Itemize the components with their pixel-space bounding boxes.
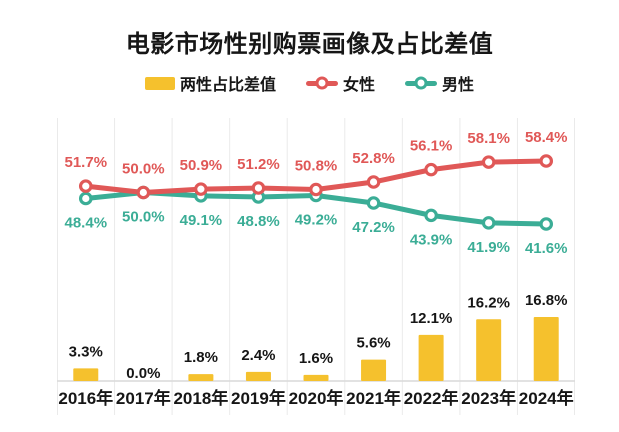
legend-item-male: 男性 xyxy=(405,71,474,95)
男性-value-label: 41.6% xyxy=(525,240,568,257)
女性-marker xyxy=(539,154,554,168)
bar-value-label: 2.4% xyxy=(241,347,275,364)
chart-legend: 两性占比差值 女性 男性 xyxy=(0,72,619,94)
女性-marker xyxy=(481,155,496,169)
bar-value-label: 16.8% xyxy=(525,292,568,309)
legend-label-female: 女性 xyxy=(342,77,375,94)
female-dot-icon xyxy=(315,76,329,90)
男性-value-label: 47.2% xyxy=(352,219,395,236)
bar-2018年 xyxy=(188,374,214,381)
legend-item-female: 女性 xyxy=(305,71,375,95)
女性-marker xyxy=(136,185,151,200)
legend-label-gap: 两性占比差值 xyxy=(179,77,276,94)
bar-2022年 xyxy=(418,334,444,381)
x-axis-label: 2016年 xyxy=(58,388,113,408)
女性-value-label: 50.9% xyxy=(180,157,223,174)
女性-marker xyxy=(194,182,208,196)
x-axis-label: 2017年 xyxy=(116,388,171,408)
男性-value-label: 50.0% xyxy=(122,209,165,226)
bar-value-label: 1.8% xyxy=(184,349,218,366)
男性-marker xyxy=(366,196,381,210)
男性-marker xyxy=(539,217,554,231)
男性-value-label: 41.9% xyxy=(467,239,510,256)
male-dot-icon xyxy=(414,76,428,90)
女性-marker xyxy=(366,175,381,189)
女性-marker xyxy=(251,181,266,195)
x-axis-label: 2022年 xyxy=(404,388,459,408)
bar-2021年 xyxy=(361,359,387,381)
x-axis-label: 2018年 xyxy=(173,388,228,408)
legend-item-gap: 两性占比差值 xyxy=(144,71,276,95)
bar-value-label: 0.0% xyxy=(126,365,160,382)
bar-2016年 xyxy=(73,368,99,381)
女性-value-label: 56.1% xyxy=(410,138,453,155)
plot-area: 3.3% 0.0% 1.8% 2.4% 1.6% 5.6% 12.1% 16.2% 16.8% 5… xyxy=(57,118,575,415)
女性-value-label: 58.4% xyxy=(525,129,568,146)
bar-2023年 xyxy=(476,319,502,381)
male-line-marker-icon xyxy=(405,76,437,90)
chart-title: 电影市场性别购票画像及占比差值 xyxy=(125,31,494,58)
bar-2019年 xyxy=(245,371,271,381)
男性-value-label: 48.8% xyxy=(237,213,280,230)
男性-marker xyxy=(424,208,438,223)
bar-2024年 xyxy=(533,316,559,381)
bar-swatch-icon xyxy=(144,76,175,90)
bar-value-label: 12.1% xyxy=(410,310,453,327)
bar-value-label: 5.6% xyxy=(356,335,390,352)
x-axis-label: 2021年 xyxy=(346,388,401,408)
bar-value-label: 1.6% xyxy=(299,350,333,367)
男性-value-label: 48.4% xyxy=(65,215,108,232)
女性-value-label: 50.8% xyxy=(295,158,338,175)
男性-value-label: 49.1% xyxy=(180,212,223,229)
bar-value-label: 16.2% xyxy=(467,294,510,311)
女性-value-label: 51.2% xyxy=(237,156,280,173)
x-axis-label: 2019年 xyxy=(231,388,286,408)
女性-value-label: 52.8% xyxy=(352,150,395,167)
x-axis-label: 2020年 xyxy=(289,388,344,408)
女性-marker xyxy=(424,162,438,177)
男性-marker xyxy=(481,216,496,230)
plot-svg: 3.3% 0.0% 1.8% 2.4% 1.6% 5.6% 12.1% 16.2% 16.8% 5… xyxy=(57,118,575,415)
bar-value-label: 3.3% xyxy=(69,343,103,360)
女性-value-label: 51.7% xyxy=(65,154,108,171)
女性-value-label: 50.0% xyxy=(122,161,165,178)
x-axis-label: 2024年 xyxy=(519,388,574,408)
legend-label-male: 男性 xyxy=(442,77,475,94)
男性-value-label: 43.9% xyxy=(410,231,453,248)
女性-marker xyxy=(309,182,323,197)
男性-marker xyxy=(78,191,93,206)
女性-value-label: 58.1% xyxy=(467,130,510,147)
女性-marker xyxy=(78,179,93,193)
female-line-marker-icon xyxy=(305,76,338,90)
x-axis-label: 2023年 xyxy=(461,388,516,408)
bar-2020年 xyxy=(303,374,329,381)
男性-value-label: 49.2% xyxy=(295,212,338,229)
